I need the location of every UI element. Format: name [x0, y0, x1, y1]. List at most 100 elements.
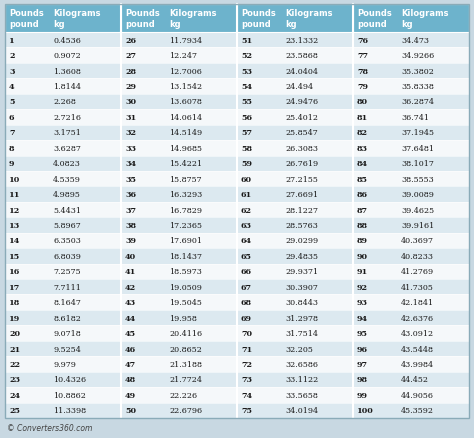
Bar — [121, 372, 237, 387]
Text: 50: 50 — [125, 406, 136, 414]
Text: 44: 44 — [125, 314, 136, 322]
Text: 31.7514: 31.7514 — [285, 329, 318, 337]
Text: 42.1841: 42.1841 — [401, 299, 434, 307]
Text: 29: 29 — [125, 83, 136, 91]
Text: 43.0912: 43.0912 — [401, 329, 434, 337]
Text: 2.7216: 2.7216 — [53, 113, 81, 122]
Text: 35.3802: 35.3802 — [401, 67, 434, 75]
Text: 3.1751: 3.1751 — [53, 129, 81, 137]
Text: 34.0194: 34.0194 — [285, 406, 318, 414]
Bar — [353, 249, 469, 264]
Text: Pounds
pound: Pounds pound — [9, 9, 44, 29]
Text: 1.3608: 1.3608 — [53, 67, 81, 75]
Bar — [121, 403, 237, 418]
Text: 28: 28 — [125, 67, 136, 75]
Text: 44.452: 44.452 — [401, 375, 429, 384]
Text: 80: 80 — [357, 98, 368, 106]
Text: 39.0089: 39.0089 — [401, 191, 434, 199]
Bar — [5, 264, 121, 279]
Bar — [237, 403, 353, 418]
Text: 87: 87 — [357, 206, 368, 214]
Text: 35.8338: 35.8338 — [401, 83, 434, 91]
Text: 21.7724: 21.7724 — [169, 375, 202, 384]
Text: 96: 96 — [357, 345, 368, 353]
Text: Kilograms
kg: Kilograms kg — [169, 9, 217, 29]
Text: 9.979: 9.979 — [53, 360, 76, 368]
Text: 31.2978: 31.2978 — [285, 314, 318, 322]
Text: 33: 33 — [125, 145, 136, 152]
Text: 15.8757: 15.8757 — [169, 175, 202, 183]
Bar — [5, 187, 121, 202]
Bar — [121, 187, 237, 202]
Text: 72: 72 — [241, 360, 252, 368]
Text: 100: 100 — [357, 406, 374, 414]
Text: 55: 55 — [241, 98, 252, 106]
Text: 25: 25 — [9, 406, 20, 414]
Text: 13.6078: 13.6078 — [169, 98, 202, 106]
Text: 14.0614: 14.0614 — [169, 113, 202, 122]
Bar — [5, 141, 121, 156]
Bar — [237, 5, 353, 33]
Text: 37: 37 — [125, 206, 136, 214]
Text: 77: 77 — [357, 52, 368, 60]
Bar — [237, 387, 353, 403]
Bar — [5, 202, 121, 218]
Text: 27.6691: 27.6691 — [285, 191, 318, 199]
Text: 38: 38 — [125, 222, 136, 230]
Bar — [121, 172, 237, 187]
Text: 94: 94 — [357, 314, 368, 322]
Text: 28.5763: 28.5763 — [285, 222, 318, 230]
Text: 2: 2 — [9, 52, 15, 60]
Text: 39.4625: 39.4625 — [401, 206, 434, 214]
Bar — [353, 141, 469, 156]
Bar — [5, 341, 121, 357]
Text: 90: 90 — [357, 252, 368, 260]
Bar — [5, 403, 121, 418]
Bar — [121, 33, 237, 48]
Text: 40.8233: 40.8233 — [401, 252, 434, 260]
Text: Kilograms
kg: Kilograms kg — [401, 9, 448, 29]
Bar — [121, 110, 237, 125]
Text: 62: 62 — [241, 206, 252, 214]
Bar — [121, 141, 237, 156]
Bar — [5, 156, 121, 172]
Text: 39.9161: 39.9161 — [401, 222, 434, 230]
Text: 4.5359: 4.5359 — [53, 175, 81, 183]
Text: 7.7111: 7.7111 — [53, 283, 81, 291]
Text: 27.2155: 27.2155 — [285, 175, 318, 183]
Bar — [353, 110, 469, 125]
Bar — [121, 5, 237, 33]
Bar — [353, 325, 469, 341]
Text: 19.5045: 19.5045 — [169, 299, 202, 307]
Text: 8.1647: 8.1647 — [53, 299, 81, 307]
Text: 19: 19 — [9, 314, 20, 322]
Text: 65: 65 — [241, 252, 252, 260]
Text: 17: 17 — [9, 283, 20, 291]
Text: 18.1437: 18.1437 — [169, 252, 202, 260]
Text: 16.7829: 16.7829 — [169, 206, 202, 214]
Text: 41: 41 — [125, 268, 137, 276]
Text: 12: 12 — [9, 206, 20, 214]
Text: 36.741: 36.741 — [401, 113, 429, 122]
Text: 71: 71 — [241, 345, 252, 353]
Text: 89: 89 — [357, 237, 368, 245]
Bar — [237, 64, 353, 79]
Text: 98: 98 — [357, 375, 368, 384]
Bar — [353, 403, 469, 418]
Bar — [121, 264, 237, 279]
Text: 20.4116: 20.4116 — [169, 329, 202, 337]
Text: 86: 86 — [357, 191, 368, 199]
Bar — [237, 325, 353, 341]
Bar — [5, 95, 121, 110]
Text: 78: 78 — [357, 67, 368, 75]
Bar — [121, 125, 237, 141]
Text: 4.0823: 4.0823 — [53, 160, 81, 168]
Text: 30: 30 — [125, 98, 136, 106]
Text: 4.9895: 4.9895 — [53, 191, 81, 199]
Text: 44.9056: 44.9056 — [401, 391, 434, 399]
Text: 11: 11 — [9, 191, 20, 199]
Text: 20.8652: 20.8652 — [169, 345, 202, 353]
Bar — [237, 279, 353, 295]
Bar — [121, 64, 237, 79]
Text: 10: 10 — [9, 175, 20, 183]
